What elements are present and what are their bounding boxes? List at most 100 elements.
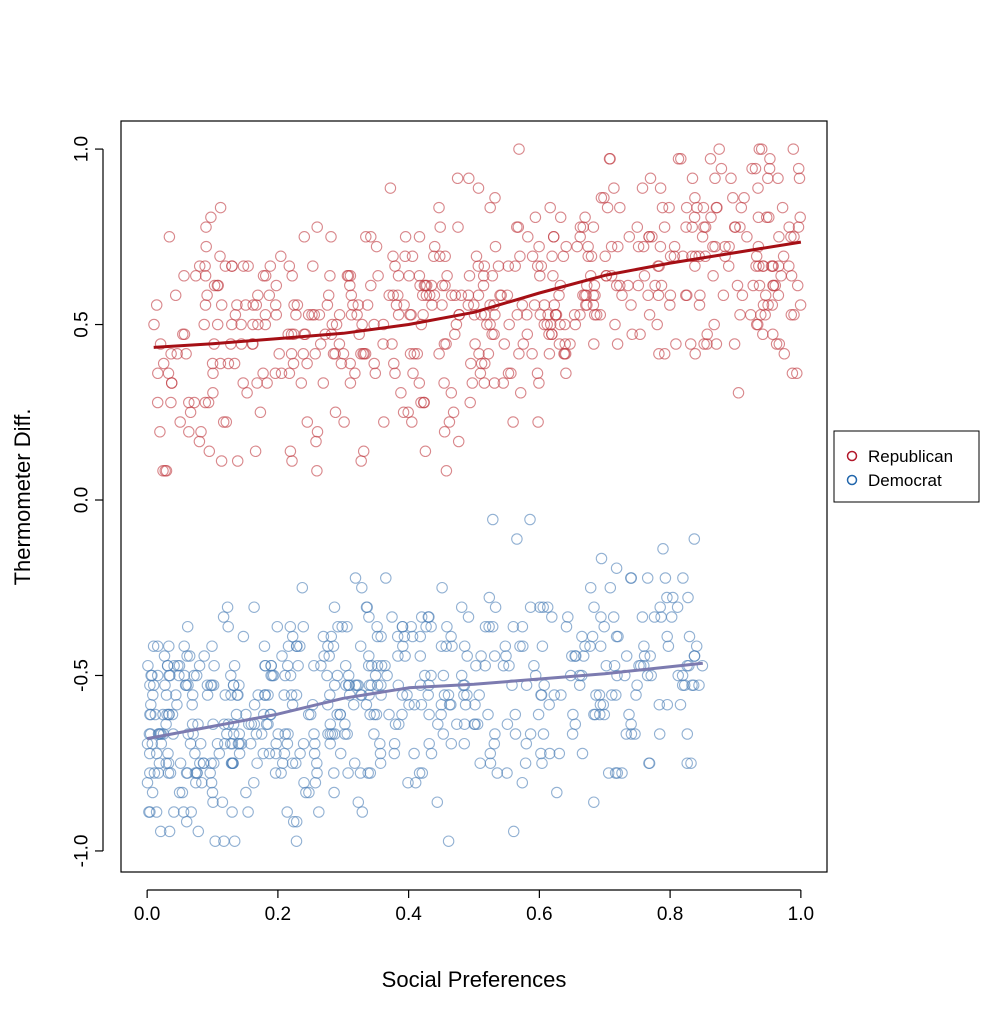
data-point <box>671 601 684 613</box>
data-point <box>752 182 764 194</box>
data-point <box>330 318 343 331</box>
y-tick-label: 1.0 <box>72 136 93 162</box>
data-point <box>541 601 554 613</box>
data-point <box>595 611 607 623</box>
data-point <box>479 659 491 672</box>
data-point <box>543 328 555 341</box>
data-point <box>344 279 356 292</box>
data-point <box>686 221 698 233</box>
data-point <box>200 240 212 253</box>
data-point <box>329 406 342 419</box>
data-point <box>788 309 800 321</box>
data-point <box>241 387 253 399</box>
data-point <box>594 309 607 321</box>
data-point <box>688 650 701 662</box>
data-point <box>283 260 296 272</box>
data-point <box>585 250 598 263</box>
data-point <box>368 728 380 740</box>
data-point <box>413 231 426 243</box>
data-point <box>428 250 440 263</box>
data-point <box>680 201 693 214</box>
data-point <box>290 309 302 321</box>
data-point <box>160 465 173 477</box>
data-point <box>471 718 484 730</box>
data-point <box>488 377 501 389</box>
data-point <box>201 289 213 302</box>
data-point <box>194 737 207 750</box>
data-point <box>309 776 322 789</box>
data-point <box>396 689 409 701</box>
data-point <box>324 270 336 282</box>
data-point <box>384 182 397 194</box>
data-point <box>204 767 216 779</box>
data-point <box>357 348 369 360</box>
data-point <box>524 601 537 613</box>
data-point <box>654 240 667 253</box>
data-point <box>290 689 303 701</box>
data-point <box>694 289 706 302</box>
data-point <box>389 367 401 380</box>
data-point <box>141 776 154 789</box>
data-point <box>772 289 785 302</box>
data-point <box>622 279 634 292</box>
data-point <box>470 250 483 263</box>
data-point <box>710 201 723 214</box>
data-point <box>290 757 302 769</box>
data-point <box>567 708 579 721</box>
data-point <box>489 601 502 613</box>
data-point <box>511 309 524 321</box>
data-point <box>608 659 621 672</box>
data-point <box>734 221 746 233</box>
data-point <box>328 767 340 779</box>
data-point <box>736 289 749 302</box>
data-point <box>538 679 550 691</box>
x-axis-title: Social Preferences <box>382 967 567 992</box>
data-point <box>278 747 291 760</box>
y-tick-label: 0.0 <box>72 487 93 513</box>
data-point <box>653 348 665 360</box>
data-point <box>544 201 556 214</box>
data-point <box>707 240 719 253</box>
data-point <box>626 328 638 341</box>
data-point <box>566 728 579 740</box>
data-point <box>603 153 616 165</box>
data-point <box>146 786 159 799</box>
data-point <box>307 260 319 272</box>
data-point <box>200 221 212 233</box>
data-point <box>570 650 582 662</box>
data-point <box>357 445 370 458</box>
data-point <box>513 143 525 155</box>
data-point <box>375 689 387 701</box>
data-point <box>282 640 295 652</box>
data-point <box>723 240 735 253</box>
data-point <box>216 796 229 808</box>
data-point <box>625 572 637 584</box>
data-point <box>509 708 522 721</box>
data-point <box>374 757 387 769</box>
data-point <box>279 669 291 682</box>
data-point <box>738 192 750 204</box>
data-point <box>623 231 636 243</box>
data-point <box>422 689 434 701</box>
data-point <box>614 201 626 214</box>
data-point <box>786 367 799 380</box>
data-point <box>598 708 611 721</box>
data-point <box>281 806 293 818</box>
data-point <box>259 689 271 701</box>
data-point <box>360 601 373 613</box>
data-point <box>783 221 795 233</box>
data-point <box>686 172 699 185</box>
data-point <box>365 679 378 691</box>
data-point <box>601 201 614 214</box>
data-point <box>328 601 341 613</box>
data-point <box>599 250 611 263</box>
data-point <box>629 728 641 740</box>
data-point <box>345 289 358 302</box>
data-point <box>160 718 172 730</box>
data-point <box>582 240 594 253</box>
data-point <box>722 260 735 272</box>
data-point <box>177 806 190 818</box>
data-point <box>396 620 409 633</box>
data-point <box>190 776 202 789</box>
data-point <box>195 426 207 438</box>
